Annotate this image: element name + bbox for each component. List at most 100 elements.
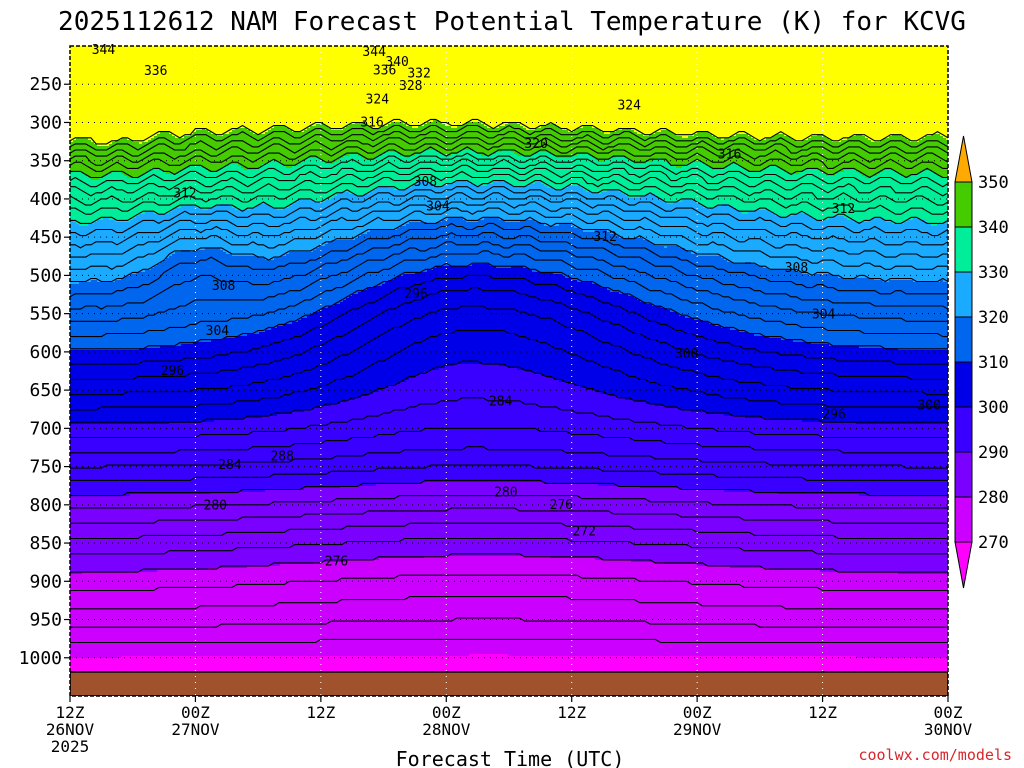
color-band-segment — [364, 124, 368, 161]
color-band-segment — [607, 486, 611, 561]
color-band-segment — [148, 170, 152, 213]
color-band-segment — [538, 128, 542, 153]
color-band-segment — [331, 306, 335, 405]
color-band-segment — [916, 218, 920, 283]
color-band-segment — [922, 46, 926, 139]
color-band-segment — [463, 220, 467, 267]
color-band-segment — [868, 178, 872, 221]
color-band-segment — [910, 350, 914, 425]
color-band-segment — [451, 556, 455, 657]
color-band-segment — [679, 490, 683, 565]
color-band-segment — [508, 122, 512, 151]
color-band-segment — [805, 422, 809, 495]
color-band-segment — [277, 258, 281, 327]
color-band-segment — [298, 132, 302, 165]
color-band-segment — [556, 46, 560, 127]
color-band-segment — [424, 182, 428, 223]
color-band-segment — [115, 350, 119, 425]
color-band-segment — [742, 168, 746, 215]
color-band-segment — [244, 128, 248, 171]
contour-label: 308 — [414, 175, 437, 190]
color-band-segment — [526, 130, 530, 157]
color-band-segment — [715, 414, 719, 491]
color-band-segment — [313, 488, 317, 563]
color-band-segment — [376, 230, 380, 287]
color-band-segment — [889, 222, 893, 281]
color-band-segment — [382, 186, 386, 231]
color-band-segment — [574, 186, 578, 229]
color-band-segment — [163, 346, 167, 425]
color-band-segment — [493, 218, 497, 267]
color-band-segment — [364, 486, 368, 561]
color-band-segment — [919, 46, 923, 141]
color-band-segment — [253, 566, 257, 657]
contour-label: 312 — [173, 187, 196, 202]
color-band-segment — [511, 266, 515, 369]
color-band-segment — [178, 494, 182, 571]
color-band-segment — [634, 298, 638, 403]
color-band-segment — [250, 418, 254, 493]
color-band-segment — [844, 46, 848, 141]
color-band-segment — [856, 278, 860, 347]
color-band-segment — [238, 336, 242, 421]
color-band-segment — [385, 186, 389, 231]
color-band-segment — [370, 128, 374, 161]
color-band-segment — [883, 138, 887, 171]
color-band-segment — [196, 494, 200, 571]
color-band-segment — [847, 572, 851, 657]
color-band-segment — [535, 556, 539, 657]
color-band-segment — [454, 46, 458, 129]
color-band-segment — [556, 380, 560, 485]
color-band-segment — [463, 364, 467, 483]
color-band-segment — [877, 218, 881, 281]
color-band-segment — [430, 556, 434, 657]
contour-label: 344 — [92, 43, 116, 58]
color-band-segment — [679, 136, 683, 169]
color-band-segment — [364, 234, 368, 291]
color-band-segment — [457, 46, 461, 127]
color-band-segment — [817, 570, 821, 657]
y-tick-label: 500 — [29, 265, 62, 286]
color-band-segment — [751, 138, 755, 173]
color-band-segment — [820, 134, 824, 173]
color-band-segment — [874, 424, 878, 497]
color-band-segment — [604, 288, 608, 395]
color-band-segment — [625, 486, 629, 561]
color-band-segment — [820, 172, 824, 221]
color-band-segment — [367, 126, 371, 161]
color-band-segment — [772, 46, 776, 137]
color-band-segment — [418, 126, 422, 155]
color-band-segment — [76, 284, 80, 351]
color-band-segment — [106, 174, 110, 219]
color-band-segment — [898, 496, 902, 575]
color-band-segment — [703, 164, 707, 209]
color-band-segment — [598, 46, 602, 131]
color-band-segment — [295, 46, 299, 133]
color-band-segment — [454, 218, 458, 267]
color-band-segment — [388, 386, 392, 485]
color-band-segment — [187, 422, 191, 495]
color-band-segment — [658, 158, 662, 199]
color-band-segment — [607, 160, 611, 191]
color-band-segment — [784, 46, 788, 137]
color-band-segment — [736, 164, 740, 211]
color-band-segment — [430, 482, 434, 557]
color-band-segment — [361, 560, 365, 657]
color-band-segment — [559, 190, 563, 225]
color-band-segment — [586, 390, 590, 485]
color-band-segment — [664, 46, 668, 131]
color-band-segment — [70, 284, 74, 351]
color-band-segment — [91, 142, 95, 181]
color-band-segment — [640, 46, 644, 135]
color-band-segment — [679, 168, 683, 203]
color-band-segment — [883, 170, 887, 221]
color-band-segment — [346, 486, 350, 561]
color-band-segment — [685, 490, 689, 565]
x-tick-label: 12Z — [56, 703, 85, 722]
color-band-segment — [364, 396, 368, 487]
contour-label: 340 — [385, 55, 408, 70]
color-band-segment — [676, 564, 680, 657]
color-band-segment — [397, 484, 401, 559]
color-band-segment — [679, 46, 683, 137]
color-band-segment — [208, 248, 212, 343]
